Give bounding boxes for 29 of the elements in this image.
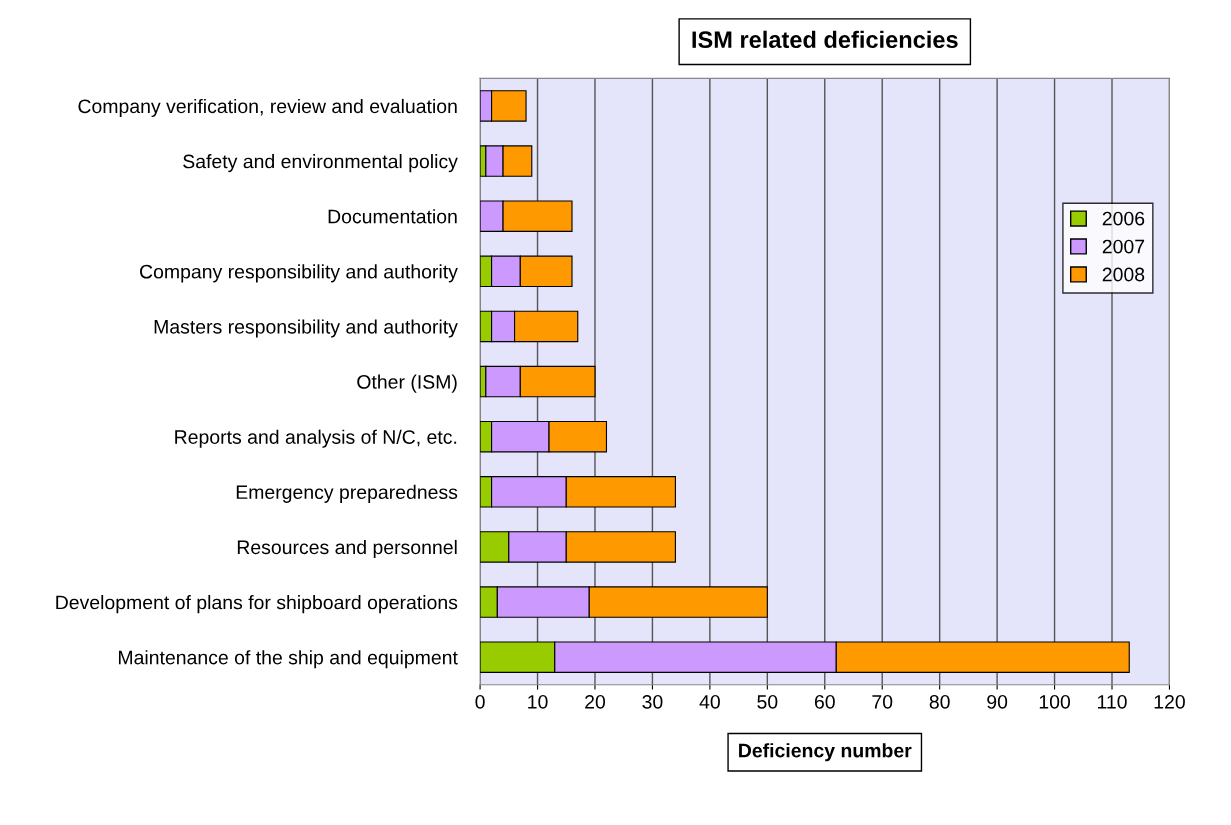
y-tick-label: Documentation <box>328 209 457 224</box>
y-tick-label: Resources and personnel <box>237 539 457 559</box>
x-tick-label: 50 <box>757 694 778 709</box>
x-tick-label: 100 <box>1039 694 1071 709</box>
x-tick-label: 110 <box>1097 694 1127 709</box>
y-tick-label: Reports and analysis of N/C, etc. <box>175 429 457 448</box>
legend-label: 2007 <box>1102 239 1145 254</box>
y-tick-label: Company verification, review and evaluation <box>78 98 457 118</box>
y-tick-label: Development of plans for shipboard operations <box>56 595 458 614</box>
chart-title: ISM related deficiencies <box>692 30 958 49</box>
y-tick-label: Maintenance of the ship and equipment <box>118 650 458 669</box>
y-tick-label: Emergency preparedness <box>236 484 458 503</box>
x-tick-label: 40 <box>699 694 720 709</box>
x-tick-label: 10 <box>528 694 548 709</box>
x-tick-label: 90 <box>987 694 1008 709</box>
y-tick-label: Safety and environmental policy <box>183 154 458 173</box>
y-tick-label: Company responsibility and authority <box>140 264 458 283</box>
x-tick-label: 70 <box>872 694 893 709</box>
legend-label: 2006 <box>1102 211 1145 226</box>
x-tick-label: 30 <box>642 694 663 709</box>
x-tick-label: 60 <box>814 694 835 709</box>
y-tick-label: Other (ISM) <box>357 374 457 393</box>
x-tick-label: 20 <box>585 694 606 709</box>
legend-label: 2008 <box>1102 267 1145 282</box>
x-tick-label: 0 <box>475 694 485 709</box>
x-tick-label: 120 <box>1154 694 1185 709</box>
x-tick-label: 80 <box>929 694 950 709</box>
x-axis-title: Deficiency number <box>739 743 912 762</box>
y-tick-label: Masters responsibility and authority <box>154 319 458 338</box>
